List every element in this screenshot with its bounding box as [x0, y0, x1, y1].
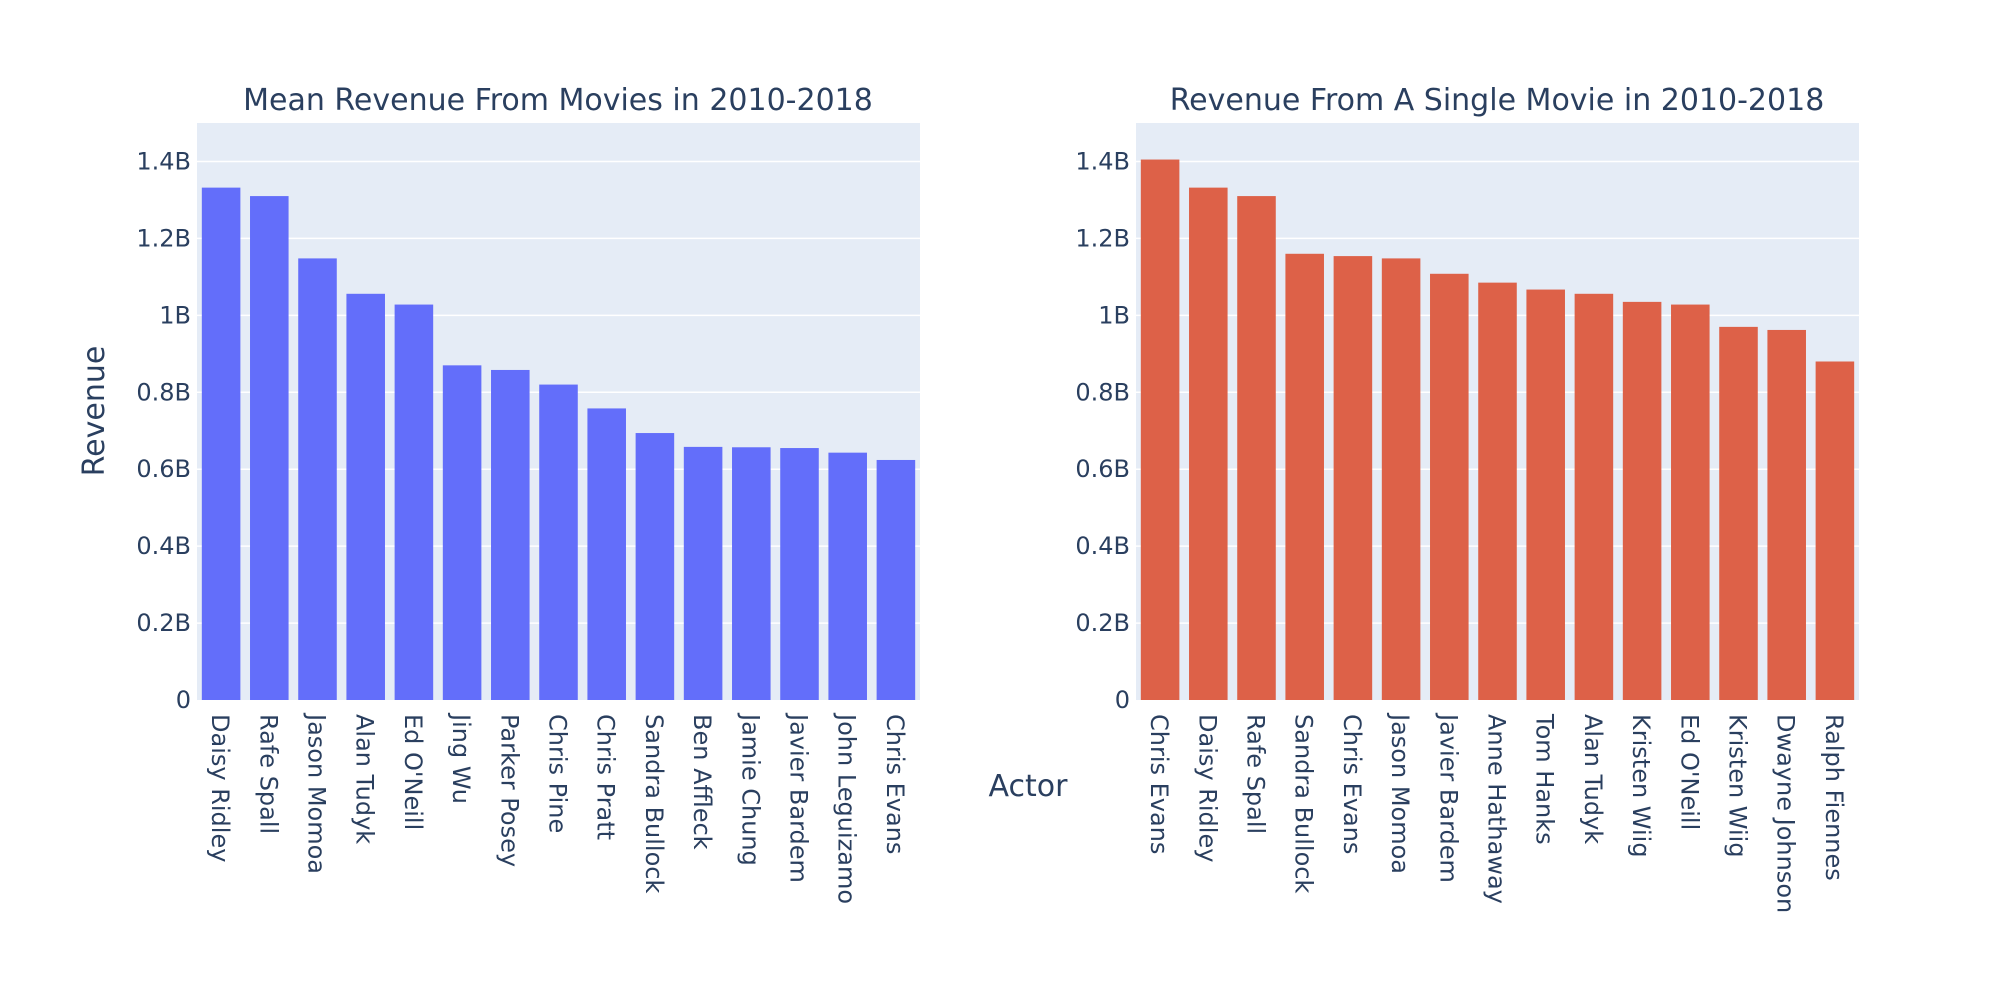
bar — [298, 258, 337, 700]
bar — [394, 304, 434, 700]
x-tick-label: Jason Momoa — [303, 712, 331, 874]
x-tick-label: John Leguizamo — [833, 712, 861, 904]
x-tick-label: Ben Affleck — [688, 714, 716, 850]
bar — [1622, 301, 1662, 700]
x-tick-label: Chris Pine — [544, 714, 572, 833]
bar — [828, 452, 867, 700]
bars-right — [1140, 159, 1855, 700]
y-tick-label: 0.2B — [1075, 609, 1130, 637]
bar — [1237, 196, 1276, 700]
y-tick-label: 0.6B — [136, 455, 191, 483]
bar — [732, 447, 771, 700]
bar — [346, 293, 385, 700]
y-tick-label: 0.4B — [1075, 532, 1130, 560]
x-tick-label: Javier Bardem — [1434, 712, 1462, 883]
x-tick-label: Chris Evans — [881, 714, 909, 854]
x-tick-label: Chris Evans — [1145, 714, 1173, 854]
y-tick-label: 1.2B — [136, 224, 191, 252]
y-tick-label: 1.2B — [1075, 224, 1130, 252]
bar — [876, 459, 916, 700]
y-axis-title: Revenue — [77, 346, 112, 477]
y-tick-label: 1.4B — [1075, 147, 1130, 175]
bar — [1574, 293, 1614, 700]
bar — [1381, 258, 1421, 700]
x-tick-label: Ed O'Neill — [1675, 714, 1703, 830]
bar — [1815, 361, 1855, 700]
chart-title-right: Revenue From A Single Movie in 2010-2018 — [1170, 83, 1825, 118]
y-ticks-left: 0 0.2B 0.4B 0.6B 0.8B 1B 1.2B 1.4B — [136, 147, 191, 714]
bar — [683, 446, 723, 700]
x-tick-label: Alan Tudyk — [351, 714, 379, 844]
y-ticks-right: 0 0.2B 0.4B 0.6B 0.8B 1B 1.2B 1.4B — [1075, 147, 1130, 714]
bar — [491, 369, 530, 700]
bar — [1430, 273, 1469, 700]
y-tick-label: 1B — [159, 301, 191, 329]
chart-title-left: Mean Revenue From Movies in 2010-2018 — [243, 83, 873, 118]
bar — [1333, 256, 1373, 700]
x-tick-label: Chris Evans — [1338, 714, 1366, 854]
x-tick-label: Jing Wu — [447, 712, 475, 804]
bar — [539, 384, 578, 700]
x-tick-label: Parker Posey — [495, 714, 523, 867]
x-ticks-right: Chris Evans Daisy Ridley Rafe Spall Sandra … — [1145, 712, 1848, 913]
x-tick-label: Ed O'Neill — [399, 714, 427, 830]
x-ticks-left: Daisy Ridley Rafe Spall Jason Momoa Alan Tu… — [206, 712, 909, 904]
x-tick-label: Alan Tudyk — [1579, 714, 1607, 844]
bar — [1478, 282, 1517, 700]
bar — [1767, 329, 1806, 700]
x-tick-label: Jason Momoa — [1386, 712, 1414, 874]
bar — [1719, 326, 1758, 700]
bar — [201, 187, 241, 700]
x-tick-label: Jamie Chung — [736, 712, 764, 866]
x-tick-label: Rafe Spall — [1242, 714, 1270, 834]
bar — [250, 196, 289, 700]
x-tick-label: Daisy Ridley — [1193, 714, 1221, 862]
x-tick-label: Anne Hathaway — [1483, 714, 1511, 904]
y-tick-label: 0.2B — [136, 609, 191, 637]
x-tick-label: Rafe Spall — [254, 714, 282, 834]
y-tick-label: 1.4B — [136, 147, 191, 175]
bar — [780, 448, 819, 700]
bars-left — [201, 187, 916, 700]
x-tick-label: Daisy Ridley — [206, 714, 234, 862]
x-tick-label: Chris Pratt — [592, 714, 620, 840]
bar — [1140, 159, 1180, 700]
y-tick-label: 0 — [1115, 686, 1130, 714]
y-tick-label: 0 — [176, 686, 191, 714]
x-tick-label: Kristen Wiig — [1627, 714, 1655, 858]
x-tick-label: Sandra Bullock — [1290, 714, 1318, 893]
x-tick-label: Sandra Bullock — [640, 714, 668, 893]
bar — [587, 408, 626, 700]
x-axis-title: Actor — [989, 769, 1069, 804]
y-tick-label: 0.8B — [136, 378, 191, 406]
x-tick-label: Javier Bardem — [785, 712, 813, 883]
y-tick-label: 1B — [1098, 301, 1130, 329]
x-tick-label: Tom Hanks — [1531, 713, 1559, 845]
bar — [1285, 253, 1324, 700]
bar — [442, 365, 482, 700]
x-tick-label: Kristen Wiig — [1724, 714, 1752, 858]
bar — [635, 433, 675, 700]
x-tick-label: Dwayne Johnson — [1772, 714, 1800, 913]
bar — [1189, 187, 1228, 700]
bar — [1671, 304, 1710, 700]
y-tick-label: 0.8B — [1075, 378, 1130, 406]
x-tick-label: Ralph Fiennes — [1820, 714, 1848, 881]
y-tick-label: 0.6B — [1075, 455, 1130, 483]
y-tick-label: 0.4B — [136, 532, 191, 560]
bar — [1526, 289, 1565, 700]
